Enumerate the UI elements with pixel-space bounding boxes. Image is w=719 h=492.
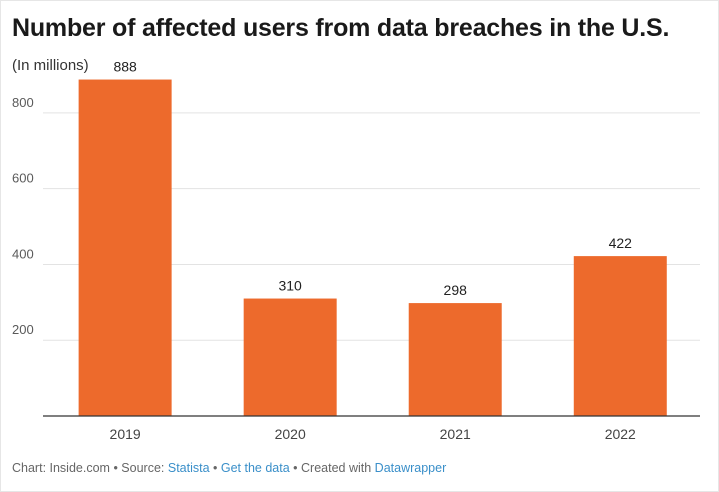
get-the-data-link[interactable]: Get the data <box>220 461 290 475</box>
chart-subtitle: (In millions) <box>12 57 89 74</box>
bar-value-label: 298 <box>444 282 468 298</box>
chart-title: Number of affected users from data breac… <box>12 14 670 42</box>
footer-separator: • <box>289 461 302 475</box>
source-link[interactable]: Statista <box>167 461 210 475</box>
footer-separator: • <box>209 461 221 475</box>
y-tick-label: 200 <box>12 322 34 337</box>
bar <box>408 303 502 416</box>
created-with-label: Created with <box>301 461 375 475</box>
bar <box>573 256 667 416</box>
x-tick-label: 2020 <box>275 426 306 442</box>
bar <box>243 298 337 416</box>
footer-separator: • <box>109 461 122 475</box>
y-tick-label: 400 <box>12 246 34 261</box>
datawrapper-link[interactable]: Datawrapper <box>374 461 447 475</box>
x-tick-label: 2019 <box>110 426 141 442</box>
bar-value-label: 888 <box>113 59 137 75</box>
y-tick-label: 800 <box>12 95 34 110</box>
y-tick-label: 600 <box>12 171 34 186</box>
bar-value-label: 422 <box>609 235 633 251</box>
chart-credit: Chart: Inside.com <box>12 461 110 475</box>
chart-footer: Chart: Inside.com • Source: Statista • G… <box>12 461 446 475</box>
bar <box>78 79 172 417</box>
source-label: Source: <box>121 461 168 475</box>
x-tick-label: 2022 <box>605 426 636 442</box>
bar-value-label: 310 <box>278 278 302 294</box>
x-tick-label: 2021 <box>440 426 471 442</box>
